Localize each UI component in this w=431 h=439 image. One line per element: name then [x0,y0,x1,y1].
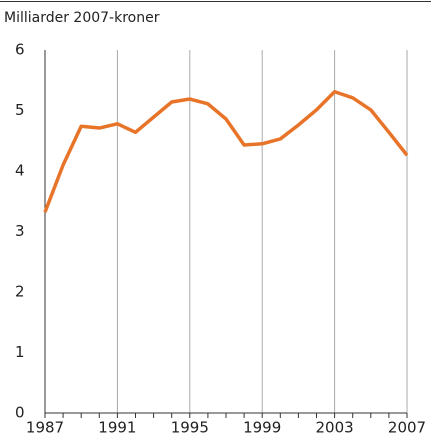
line [43,89,409,213]
y-tick-label: 0 [15,404,25,422]
y-tick-label: 4 [15,162,25,180]
x-tick-label: 2007 [388,419,426,437]
x-tick-label: 1991 [98,419,136,437]
chart-title: Milliarder 2007-kroner [4,10,160,26]
y-tick-label: 1 [15,343,25,361]
y-tick-label: 6 [15,41,25,59]
y-tick-label: 3 [15,222,25,240]
x-tick-label: 1999 [243,419,281,437]
x-tick-label: 2003 [316,419,354,437]
y-tick-label: 2 [15,283,25,301]
x-tick-label: 1995 [171,419,209,437]
y-tick-label: 5 [15,101,25,119]
x-tick-label: 1987 [26,419,64,437]
